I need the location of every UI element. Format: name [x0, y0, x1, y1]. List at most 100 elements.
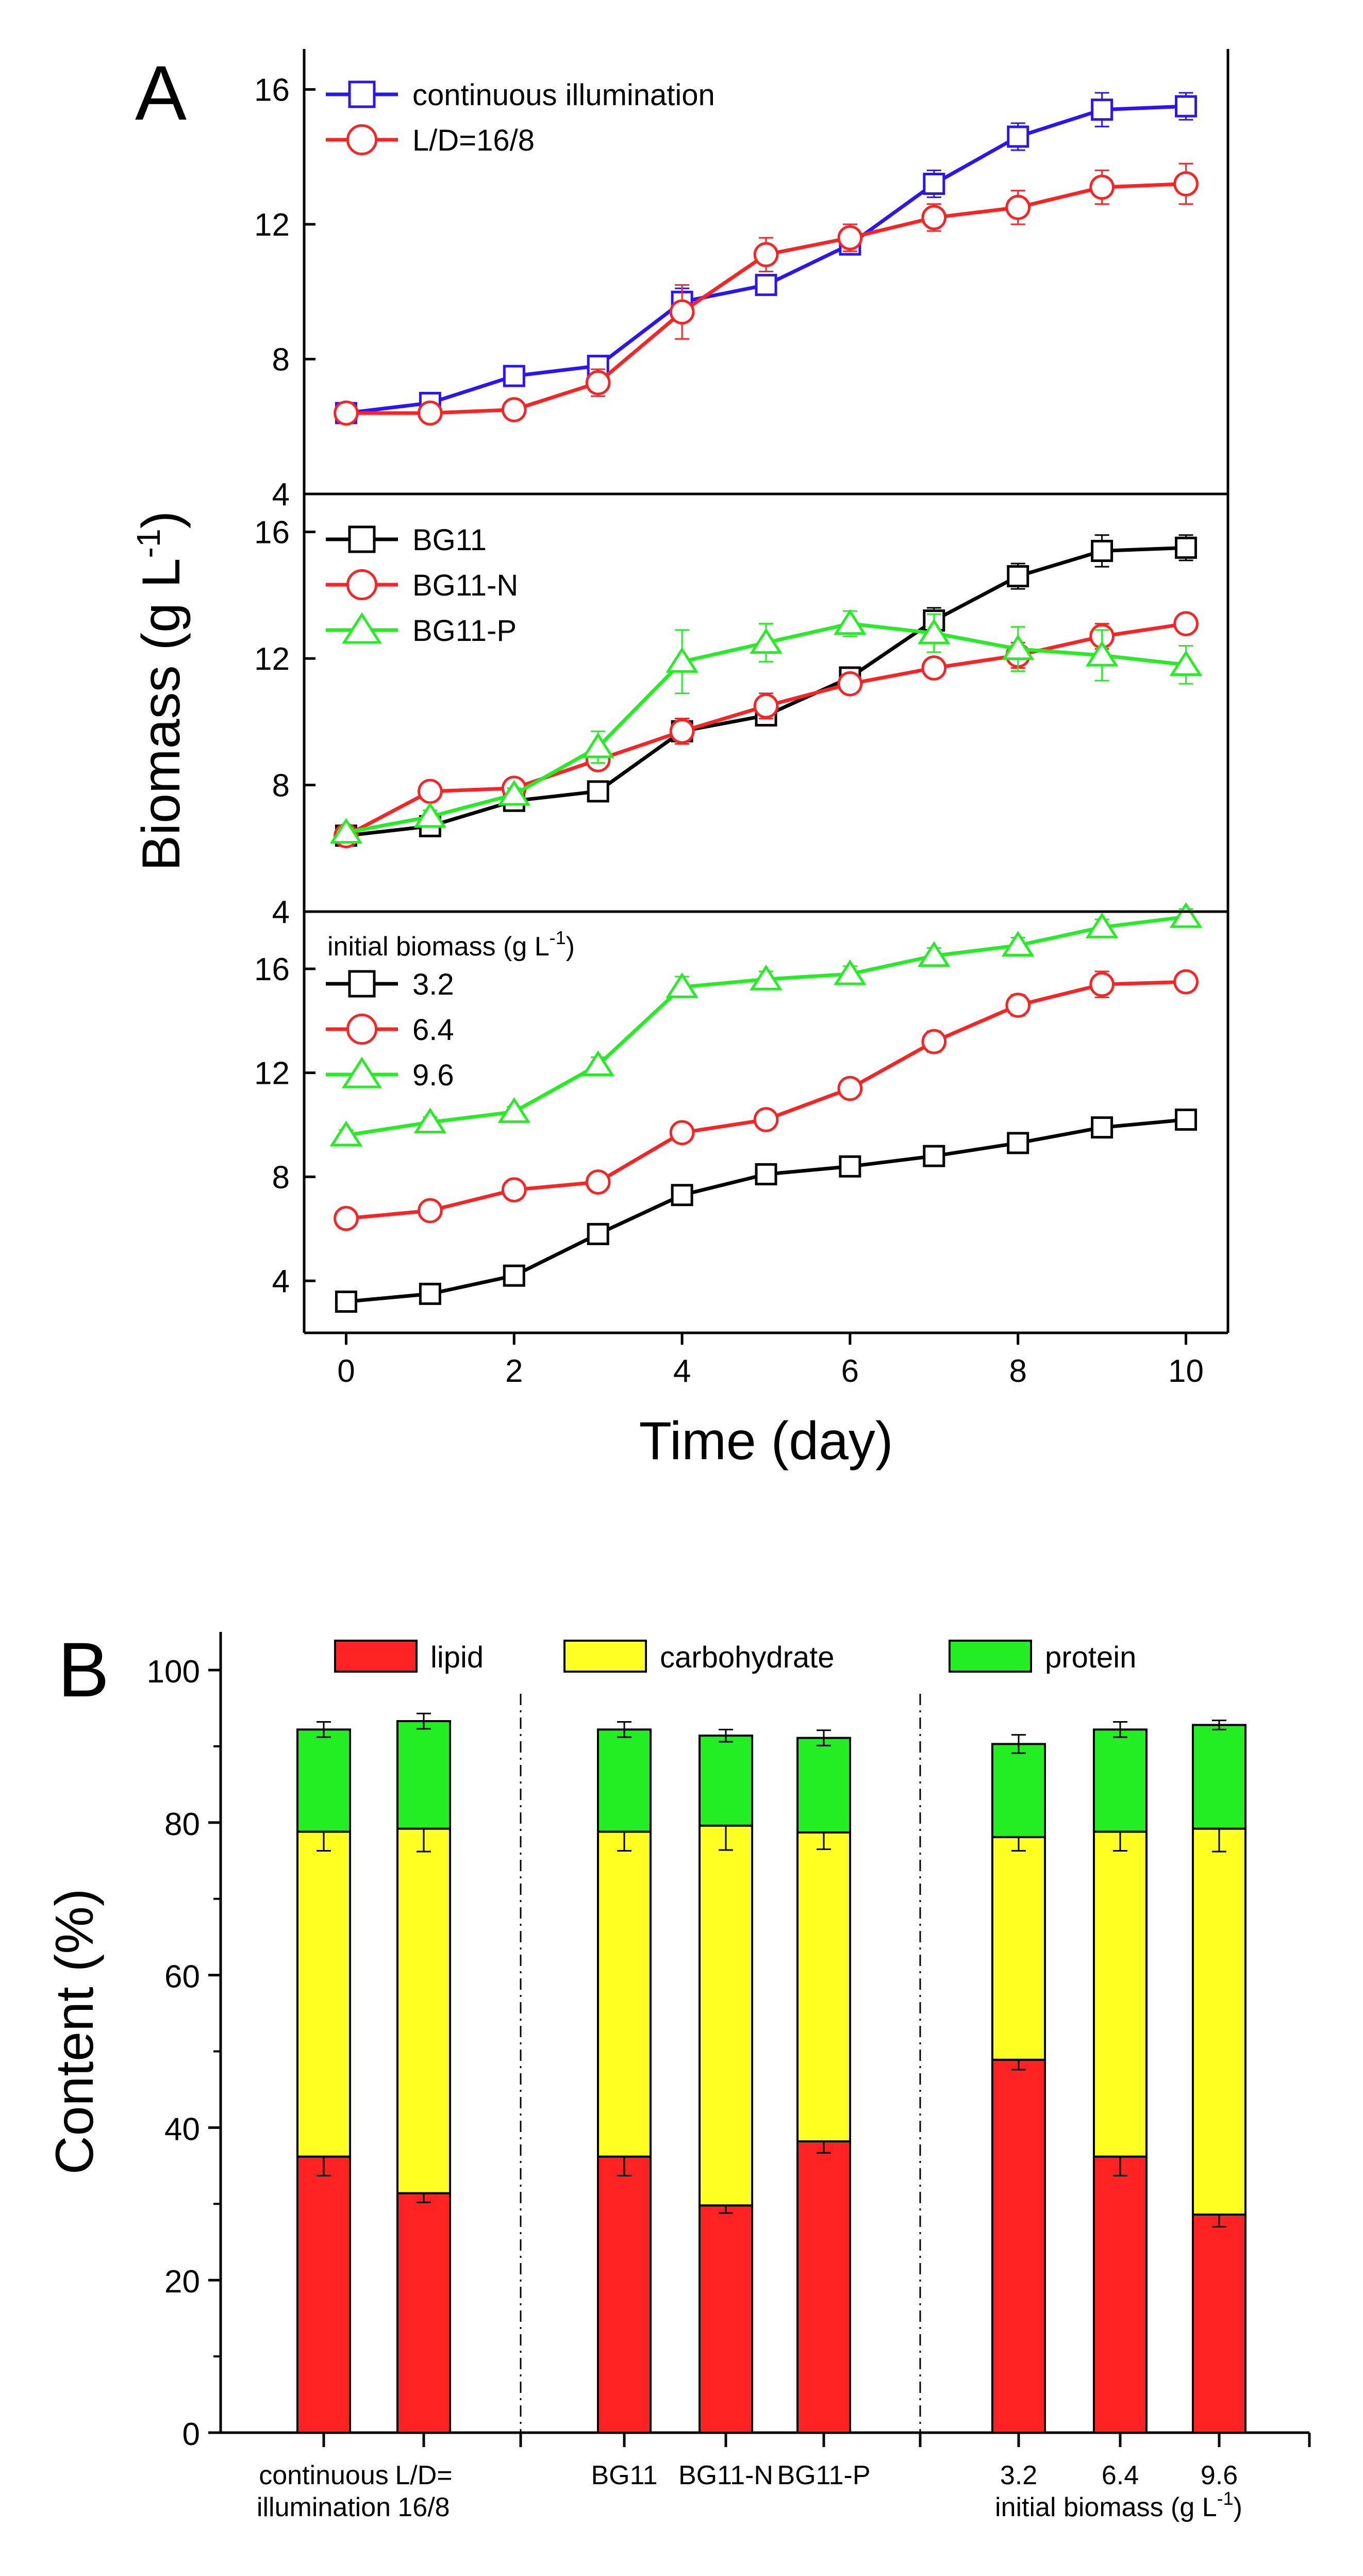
data-point-6.4	[334, 1206, 359, 1231]
data-point-L/D=16/8	[1173, 171, 1199, 196]
category-label: 3.2	[1000, 2461, 1037, 2490]
data-point-3.2	[335, 1290, 357, 1313]
legend-label-protein: protein	[1045, 1641, 1136, 1674]
category-label: 16/8	[397, 2492, 450, 2522]
data-point-continuous illumination	[1091, 98, 1113, 121]
data-point-9.6	[1001, 931, 1035, 957]
bar-segment-lipid	[796, 2140, 851, 2434]
category-label: BG11-P	[777, 2461, 870, 2490]
bar-segment-carbohydrate	[396, 1827, 451, 2194]
data-point-BG11	[587, 780, 609, 803]
data-point-continuous illumination	[1175, 95, 1198, 118]
data-point-9.6	[1085, 912, 1119, 938]
bar-segment-protein	[991, 1743, 1046, 1838]
legend-swatch-lipid	[334, 1640, 418, 1673]
legend-marker-BG11	[348, 525, 376, 553]
y-tick-label: 12	[254, 207, 290, 243]
bar-segment-carbohydrate	[1192, 1827, 1246, 2216]
legend-swatch-carbohydrate	[563, 1640, 647, 1673]
legend-label-6.4: 6.4	[412, 1013, 454, 1047]
bar-segment-protein	[1192, 1724, 1246, 1830]
y-tick-label: 4	[272, 1264, 290, 1299]
y-axis-title: Content (%)	[45, 1889, 105, 2175]
x-tick-label: 6	[841, 1353, 859, 1389]
data-point-3.2	[1007, 1132, 1029, 1154]
data-point-9.6	[497, 1097, 531, 1123]
y-tick-label: 12	[254, 1056, 290, 1092]
bar-segment-carbohydrate	[796, 1831, 851, 2143]
data-point-BG11-N	[1173, 611, 1199, 636]
data-point-continuous illumination	[755, 274, 777, 296]
data-point-6.4	[837, 1076, 863, 1101]
x-tick-label: 10	[1168, 1353, 1204, 1389]
data-point-BG11-P	[917, 618, 951, 645]
data-point-6.4	[585, 1169, 611, 1195]
bar-segment-protein	[699, 1735, 753, 1827]
data-point-3.2	[1091, 1116, 1113, 1139]
y-tick-label: 8	[272, 768, 290, 804]
y-tick-label: 4	[272, 477, 290, 513]
data-point-3.2	[755, 1163, 777, 1185]
panel-a-chart: A 4 8 12 16 continuous illumination L/D=16/8 4 8…	[130, 49, 1229, 1471]
y-tick-label: 12	[254, 641, 290, 677]
data-point-9.6	[666, 972, 699, 998]
y-tick-label: 60	[164, 1959, 200, 1995]
bar-stack-BG11	[597, 1721, 652, 2434]
data-point-BG11	[1175, 536, 1198, 559]
group-caption: initial biomass (g L-1)	[995, 2488, 1242, 2522]
bar-stack-BG11-N	[699, 1728, 753, 2434]
bar-segment-lipid	[1192, 2213, 1246, 2434]
data-point-6.4	[921, 1029, 947, 1054]
panel-b-letter: B	[58, 1626, 109, 1713]
category-label: BG11	[591, 2461, 657, 2490]
data-point-L/D=16/8	[669, 299, 695, 325]
data-point-3.2	[839, 1155, 861, 1178]
data-point-3.2	[587, 1223, 609, 1245]
data-point-BG11-N	[753, 693, 779, 719]
data-point-BG11-P	[750, 628, 783, 654]
data-point-6.4	[1089, 971, 1115, 997]
legend-swatch-protein	[949, 1640, 1032, 1673]
y-tick-label: 80	[164, 1807, 200, 1842]
y-tick-label: 20	[164, 2264, 200, 2300]
category-label: L/D=	[395, 2461, 452, 2490]
x-tick-label: 0	[337, 1353, 355, 1389]
data-point-BG11-P	[581, 732, 615, 758]
data-point-L/D=16/8	[1089, 174, 1115, 200]
data-point-L/D=16/8	[1005, 194, 1031, 220]
data-point-9.6	[413, 1108, 447, 1133]
panel-b-chart: B 0 20 40 60 80 100 Content (%) continuousillumi…	[45, 1626, 1311, 2522]
y-tick-label: 4	[272, 895, 290, 930]
y-tick-label: 8	[272, 342, 290, 377]
bar-segment-carbohydrate	[991, 1836, 1046, 2061]
data-point-6.4	[501, 1177, 527, 1202]
bar-segment-lipid	[296, 2155, 351, 2434]
legend-label-continuous illumination: continuous illumination	[412, 78, 715, 112]
bar-stack-3.2	[991, 1734, 1046, 2434]
x-tick-label: 4	[673, 1353, 691, 1389]
category-label: BG11-N	[678, 2461, 773, 2490]
bar-segment-protein	[597, 1728, 652, 1833]
data-point-9.6	[1169, 902, 1203, 928]
subplot-1: 4 8 12 16 continuous illumination L/D=16/8	[254, 72, 1199, 513]
bar-stack-9.6	[1192, 1720, 1246, 2434]
subplot-2: 4 8 12 16 BG11 BG11-N BG11-P	[254, 515, 1203, 930]
panel-a-letter: A	[135, 49, 187, 136]
data-point-9.6	[834, 959, 867, 985]
bar-segment-carbohydrate	[296, 1830, 351, 2158]
y-tick-label: 0	[182, 2417, 200, 2452]
subplot-3: 4 8 12 16 initial biomass (g L-1) 3.2 6.4 9.6	[254, 902, 1203, 1313]
y-tick-label: 100	[147, 1654, 200, 1690]
data-point-BG11-N	[921, 655, 947, 681]
legend-marker-BG11-P	[341, 612, 383, 644]
bar-segment-carbohydrate	[1093, 1830, 1148, 2158]
bar-segment-carbohydrate	[699, 1824, 753, 2207]
x-tick-label: 2	[505, 1353, 523, 1389]
y-axis-title: Biomass (g L-1)	[130, 511, 191, 871]
legend-marker-6.4	[346, 1013, 378, 1045]
data-point-6.4	[669, 1120, 695, 1146]
bar-segment-protein	[1093, 1728, 1148, 1833]
data-point-BG11-P	[413, 802, 447, 828]
legend-label-3.2: 3.2	[412, 968, 454, 1001]
bar-segment-carbohydrate	[597, 1830, 652, 2158]
